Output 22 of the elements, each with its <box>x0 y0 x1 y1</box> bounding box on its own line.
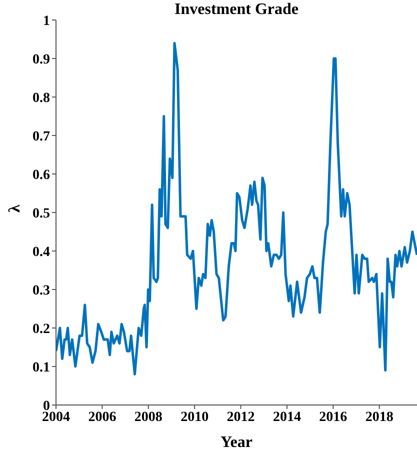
x-tick-label: 2014 <box>272 410 301 425</box>
y-tick-label: 0.6 <box>32 168 50 183</box>
y-tick-label: 0.7 <box>32 129 50 144</box>
x-tick-label: 2012 <box>226 410 255 425</box>
x-tick-label: 2016 <box>319 410 348 425</box>
x-tick-label: 2008 <box>134 410 162 425</box>
x-tick-label: 2018 <box>365 410 394 425</box>
line-series <box>56 42 417 376</box>
x-tick-label: 2004 <box>42 410 70 425</box>
y-tick-label: 0.1 <box>32 360 50 376</box>
y-tick-label: 0.8 <box>32 90 50 106</box>
y-axis-title: λ <box>6 204 24 212</box>
y-tick-label: 0.4 <box>32 244 50 260</box>
y-tick-label: 0.9 <box>32 52 50 68</box>
x-axis-title: Year <box>220 434 252 449</box>
y-tick-label: 0.2 <box>32 322 50 337</box>
x-tick-label: 2006 <box>88 410 116 425</box>
y-tick-label: 0.5 <box>32 206 50 222</box>
chart-title: Investment Grade <box>174 0 300 20</box>
y-tick-label: 0.3 <box>32 283 50 298</box>
x-tick-label: 2010 <box>180 410 209 425</box>
y-tick-label: 1 <box>43 14 50 29</box>
